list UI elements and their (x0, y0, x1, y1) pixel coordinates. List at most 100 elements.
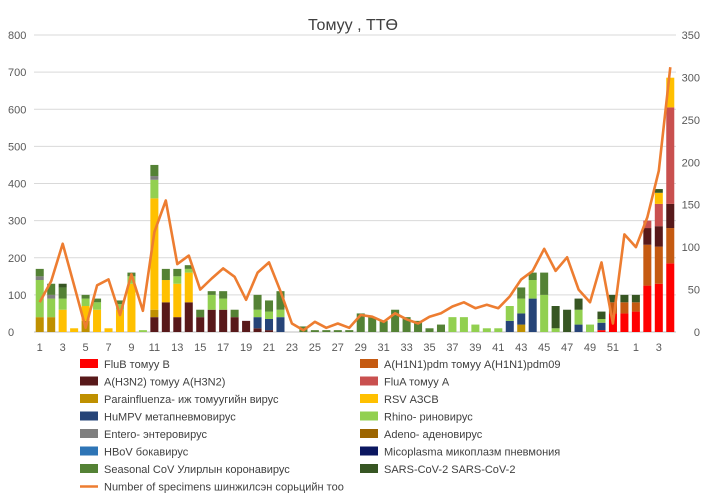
bar-segment (574, 298, 583, 310)
legend-swatch (360, 359, 378, 368)
legend-swatch (80, 411, 98, 421)
bar-segment (93, 298, 102, 303)
y-tick-label: 300 (8, 216, 26, 228)
bar-segment (574, 324, 583, 332)
bar-segment (540, 272, 549, 295)
bar-segment (333, 330, 342, 332)
bar-segment (276, 291, 285, 310)
legend-label: SARS-CoV-2 SARS-CoV-2 (384, 464, 515, 476)
bar-segment (230, 309, 239, 318)
x-tick-label: 1 (37, 342, 43, 354)
bar-segment (643, 220, 652, 229)
bar-segment (253, 317, 262, 329)
legend-swatch (360, 394, 378, 403)
legend-label: FluB томуу B (104, 359, 170, 371)
bar-segment (93, 302, 102, 310)
y2-tick-label: 250 (682, 115, 700, 127)
bar-segment (310, 330, 319, 332)
bar-segment (161, 268, 170, 281)
bar-segment (608, 294, 617, 303)
bar-segment (81, 294, 90, 299)
bar-segment (173, 268, 182, 277)
bar-segment (345, 330, 354, 332)
x-tick-label: 3 (60, 342, 66, 354)
bar-segment (196, 309, 205, 318)
bar-segment (425, 328, 434, 332)
bar-segment (47, 283, 56, 295)
bar-segment (402, 317, 411, 332)
bar-segment (207, 294, 216, 310)
bar-segment (654, 189, 663, 193)
legend-swatch (80, 394, 98, 403)
x-tick-label: 41 (492, 342, 504, 354)
bar-series (35, 77, 675, 332)
bar-segment (127, 283, 136, 332)
chart-title: Томуу , ТТӨ (308, 17, 398, 34)
bar-segment (597, 311, 606, 320)
bar-segment (35, 317, 44, 332)
bar-segment (104, 328, 113, 332)
bar-segment (207, 291, 216, 295)
specimens-line (38, 67, 672, 332)
legend-swatch (80, 359, 98, 368)
bar-segment (666, 77, 675, 108)
x-tick-label: 3 (656, 342, 662, 354)
bar-segment (184, 268, 193, 273)
y-tick-label: 0 (8, 327, 14, 339)
bar-segment (597, 322, 606, 331)
bar-segment (265, 330, 274, 332)
bar-segment (654, 203, 663, 227)
legend-label: A(H1N1)pdm томуу A(H1N1)pdm09 (384, 359, 560, 371)
bar-segment (184, 302, 193, 332)
legend-label: Parainfluenza- иж томуугийн вирус (104, 394, 279, 406)
bar-segment (597, 330, 606, 332)
bar-segment (654, 246, 663, 284)
x-tick-label: 31 (378, 342, 390, 354)
bar-segment (161, 302, 170, 332)
legend-swatch (80, 446, 98, 456)
x-tick-label: 25 (309, 342, 321, 354)
bar-segment (631, 294, 640, 303)
bar-segment (368, 317, 377, 332)
y-tick-label: 700 (8, 67, 26, 79)
bar-segment (115, 304, 124, 310)
bar-segment (631, 302, 640, 312)
bar-segment (219, 309, 228, 332)
x-tick-label: 17 (217, 342, 229, 354)
x-tick-label: 45 (538, 342, 550, 354)
bar-segment (150, 309, 159, 318)
bar-segment (150, 164, 159, 177)
bar-segment (517, 313, 526, 325)
bar-segment (58, 309, 67, 332)
x-tick-label: 19 (240, 342, 252, 354)
bar-segment (620, 294, 629, 303)
bar-segment (654, 226, 663, 247)
y2-tick-label: 0 (694, 327, 700, 339)
bar-segment (219, 291, 228, 299)
bar-segment (643, 228, 652, 245)
y-tick-label: 100 (8, 290, 26, 302)
legend-label: FluA томуу A (384, 377, 450, 389)
bar-segment (528, 272, 537, 281)
bar-segment (253, 328, 262, 332)
x-tick-label: 21 (263, 342, 275, 354)
y2-tick-label: 150 (682, 200, 700, 212)
y-tick-label: 400 (8, 179, 26, 191)
bar-segment (115, 309, 124, 332)
bar-segment (150, 317, 159, 332)
bar-segment (643, 244, 652, 286)
y2-tick-label: 200 (682, 157, 700, 169)
legend-swatch (360, 464, 378, 473)
legend-label: RSV АЗСВ (384, 394, 439, 406)
bar-segment (459, 317, 468, 332)
y2-tick-label: 300 (682, 72, 700, 84)
bar-segment (631, 311, 640, 332)
bar-segment (356, 313, 365, 332)
legend-label: A(H3N2) томуу A(H3N2) (104, 377, 225, 389)
bar-segment (551, 328, 560, 332)
bar-segment (265, 311, 274, 320)
bar-segment (58, 298, 67, 310)
bar-segment (540, 294, 549, 332)
y-tick-label: 500 (8, 141, 26, 153)
